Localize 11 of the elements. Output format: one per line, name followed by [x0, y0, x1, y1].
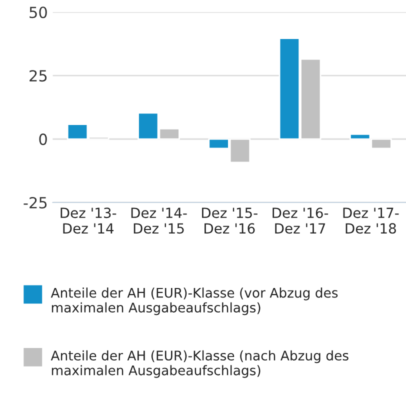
- legend-label: Anteile der AH (EUR)-Klasse (vor Abzug des maximalen Ausgabeaufschlags): [50, 288, 338, 316]
- x-tick-label: Dez '13- Dez '14: [60, 208, 116, 234]
- y-tick-label: -25: [24, 196, 47, 209]
- y-tick-label: 0: [39, 134, 47, 146]
- y-tick-label: 50: [30, 6, 47, 18]
- x-tick-label: Dez '15- Dez '16: [202, 208, 258, 234]
- x-tick-label: Dez '14- Dez '15: [131, 208, 187, 234]
- y-tick-label: 25: [30, 70, 47, 82]
- x-tick-label: Dez '16- Dez '17: [272, 208, 328, 234]
- x-tick-label: Dez '17- Dez '18: [343, 208, 399, 234]
- legend-label: Anteile der AH (EUR)-Klasse (nach Abzug des maximalen Ausgabeaufschlags): [50, 350, 348, 378]
